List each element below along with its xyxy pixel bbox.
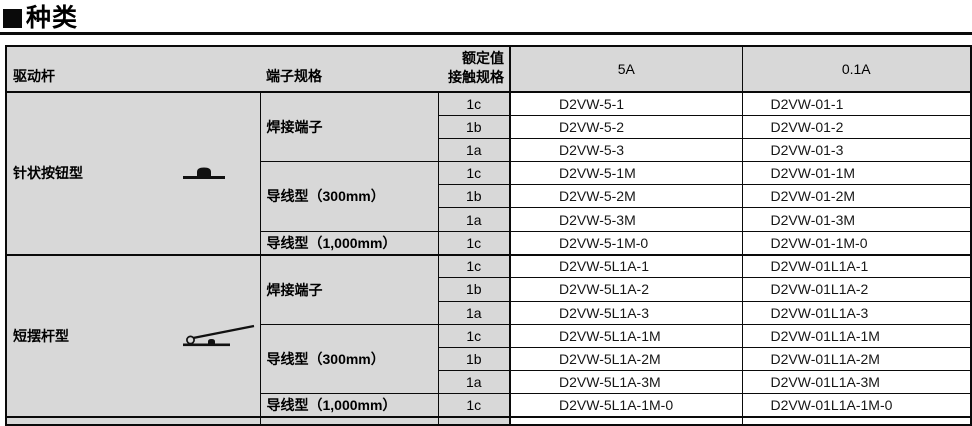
header-col-01a: 0.1A [742,46,971,93]
table-row: 导线型（1,000mm） 1c D2VW-5L1A-1M-0 D2VW-01L1… [6,393,972,419]
model-5a-cell: D2VW-5-2M [509,184,743,209]
terminal-cell: 焊接端子 [259,91,439,163]
header-row: 驱动杆 端子规格 额定值 接触规格 5A 0.1A [6,46,971,93]
title-underline [0,32,972,35]
table-row: 1b D2VW-5L1A-2M D2VW-01L1A-2M [6,346,972,372]
contact-cell: 1c [437,161,511,186]
model-5a-cell: D2VW-5-3 [509,137,743,163]
model-5a-cell: D2VW-5L1A-1M-0 [509,393,743,419]
contact-cell: 1b [437,114,511,139]
model-01a-cell: D2VW-01-3 [741,137,972,163]
types-table-wrap: 驱动杆 端子规格 额定值 接触规格 5A 0.1A 针状按钮型 [5,45,972,426]
model-01a-cell: D2VW-01-2M [741,184,972,209]
header-col-5a: 5A [510,46,743,93]
header-rating-label: 额定值 [462,50,504,66]
model-5a-cell: D2VW-5-1M [509,161,743,186]
actuator-label: 短摆杆型 [13,327,69,344]
header-contact-label: 接触规格 [448,69,504,85]
model-01a-cell: D2VW-01L1A-1M [741,323,972,348]
contact-cell: 1c [437,323,511,348]
table-row: 导线型（300mm） 1c D2VW-5L1A-1M D2VW-01L1A-1M [6,323,972,395]
page-cut-line [5,423,970,426]
actuator-cell-pin-plunger: 针状按钮型 [5,91,261,256]
terminal-cell: 焊接端子 [259,254,439,325]
section-marker-icon [3,8,22,28]
model-01a-cell: D2VW-01-3M [741,207,972,232]
types-table: 驱动杆 端子规格 额定值 接触规格 5A 0.1A 针状按钮型 [5,45,972,426]
contact-cell: 1c [437,393,511,419]
terminal-cell: 导线型（1,000mm） [259,230,439,256]
model-01a-cell: D2VW-01L1A-1 [741,254,972,279]
model-5a-cell: D2VW-5-2 [509,114,743,139]
short-hinge-lever-icon [183,324,255,347]
model-5a-cell: D2VW-5L1A-2M [509,346,743,372]
actuator-label: 针状按钮型 [13,165,83,182]
table-row: 1b D2VW-5L1A-2 D2VW-01L1A-2 [6,277,972,302]
contact-cell: 1a [437,207,511,232]
table-row: 针状按钮型 焊接端子 1c D2VW-5-1 D2VW-01-1 [5,91,972,256]
model-5a-cell: D2VW-5L1A-2 [509,277,743,302]
actuator-cell-short-hinge-lever: 短摆杆型 [5,254,261,419]
pin-plunger-icon [183,167,225,180]
contact-cell: 1a [437,137,511,163]
terminal-cell: 导线型（300mm） [259,323,439,395]
contact-cell: 1c [437,91,511,116]
model-01a-cell: D2VW-01L1A-3 [741,300,972,325]
terminal-cell: 导线型（1,000mm） [259,393,439,419]
model-5a-cell: D2VW-5L1A-1M [509,323,743,348]
table-row: 1b D2VW-5-2 D2VW-01-2 [6,114,972,139]
table-row: 短摆杆型 焊接端子 1c D2VW-5L1A-1 D2VW-01L1A-1 [5,254,972,419]
contact-cell: 1c [437,254,511,279]
table-row: 导线型（300mm） 1c D2VW-5-1M D2VW-01-1M [6,161,972,232]
header-terminal: 端子规格 [260,46,438,93]
model-5a-cell: D2VW-5-1 [509,91,743,116]
model-01a-cell: D2VW-01L1A-1M-0 [741,393,972,419]
terminal-cell: 导线型（300mm） [259,161,439,232]
table-row: 1b D2VW-5-2M D2VW-01-2M [6,184,972,209]
section-title: 种类 [26,4,79,32]
contact-cell: 1c [437,230,511,256]
model-01a-cell: D2VW-01-1M-0 [741,230,972,256]
model-01a-cell: D2VW-01-2 [741,114,972,139]
model-01a-cell: D2VW-01L1A-2 [741,277,972,302]
model-01a-cell: D2VW-01L1A-2M [741,346,972,372]
contact-cell: 1b [437,184,511,209]
header-actuator: 驱动杆 [6,46,260,93]
model-01a-cell: D2VW-01-1 [741,91,972,116]
header-rating-contact: 额定值 接触规格 [438,46,511,93]
contact-cell: 1b [437,277,511,302]
table-row: 1a D2VW-5L1A-3M D2VW-01L1A-3M [6,370,972,395]
model-5a-cell: D2VW-5-3M [509,207,743,232]
model-5a-cell: D2VW-5-1M-0 [509,230,743,256]
contact-cell: 1a [437,370,511,395]
table-row: 导线型（1,000mm） 1c D2VW-5-1M-0 D2VW-01-1M-0 [6,230,972,256]
model-5a-cell: D2VW-5L1A-1 [509,254,743,279]
model-5a-cell: D2VW-5L1A-3 [509,300,743,325]
model-01a-cell: D2VW-01-1M [741,161,972,186]
contact-cell: 1b [437,346,511,372]
table-row: 1a D2VW-5-3M D2VW-01-3M [6,207,972,232]
section-title-row: 种类 [3,4,78,32]
contact-cell: 1a [437,300,511,325]
model-5a-cell: D2VW-5L1A-3M [509,370,743,395]
model-01a-cell: D2VW-01L1A-3M [741,370,972,395]
